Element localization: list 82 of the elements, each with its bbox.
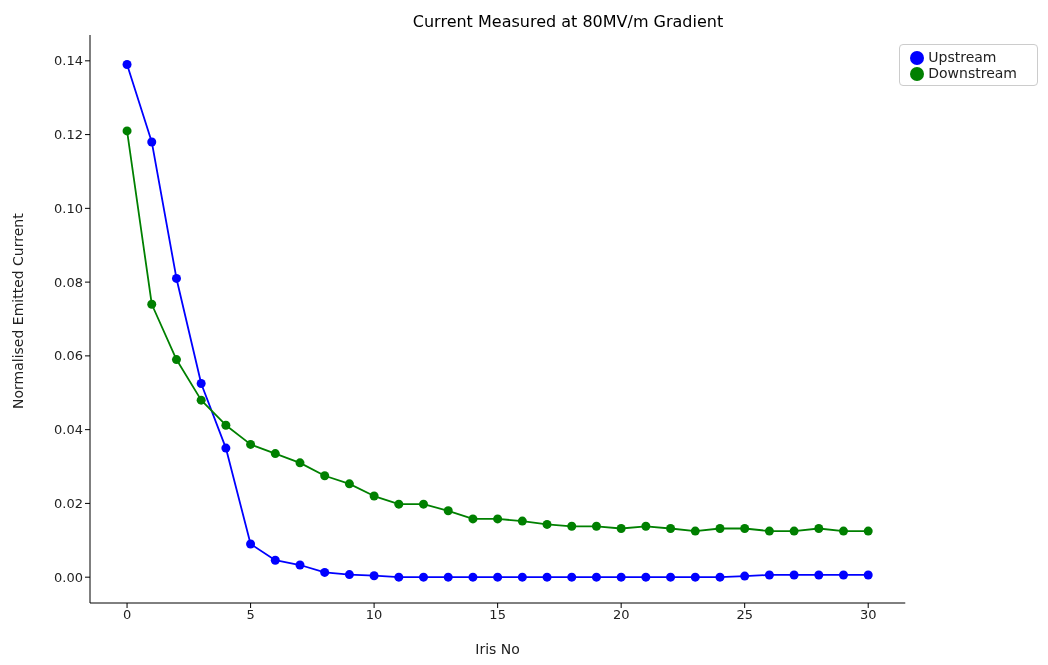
point bbox=[419, 572, 429, 582]
point bbox=[542, 572, 552, 582]
point bbox=[221, 420, 231, 430]
point bbox=[147, 137, 157, 147]
point bbox=[764, 526, 774, 536]
y-tick-label: 0.08 bbox=[54, 274, 83, 290]
point bbox=[419, 499, 429, 509]
legend-label: Upstream bbox=[928, 49, 997, 65]
point bbox=[764, 570, 774, 580]
point bbox=[344, 570, 354, 580]
y-tick-label: 0.12 bbox=[54, 127, 83, 143]
y-tick-label: 0.06 bbox=[54, 348, 83, 364]
point bbox=[641, 572, 651, 582]
point bbox=[591, 521, 601, 531]
point bbox=[839, 526, 848, 536]
point bbox=[246, 539, 256, 549]
point bbox=[789, 526, 799, 536]
point bbox=[443, 572, 453, 582]
legend-label: Downstream bbox=[928, 65, 1017, 81]
x-tick-label: 5 bbox=[246, 607, 255, 623]
point bbox=[814, 524, 824, 533]
point bbox=[394, 572, 404, 582]
point bbox=[443, 506, 453, 516]
point bbox=[863, 526, 873, 536]
point bbox=[715, 524, 725, 533]
y-tick-label: 0.00 bbox=[54, 569, 83, 585]
point bbox=[320, 471, 330, 481]
chart-title: Current Measured at 80MV/m Gradient bbox=[411, 12, 725, 31]
point bbox=[246, 439, 256, 449]
y-tick-label: 0.10 bbox=[54, 200, 83, 216]
x-tick-label: 25 bbox=[736, 607, 753, 623]
point bbox=[171, 355, 181, 365]
point bbox=[666, 572, 676, 582]
point bbox=[344, 479, 354, 489]
point bbox=[295, 458, 305, 468]
point bbox=[369, 491, 379, 501]
point bbox=[542, 519, 552, 529]
point bbox=[740, 524, 750, 533]
point bbox=[468, 572, 478, 582]
point bbox=[567, 572, 577, 582]
point bbox=[221, 443, 231, 453]
point bbox=[369, 571, 379, 581]
point bbox=[122, 60, 132, 70]
x-axis-title: Iris No bbox=[475, 641, 520, 657]
y-axis-title: Normalised Emitted Current bbox=[9, 212, 26, 409]
point bbox=[196, 379, 206, 389]
point bbox=[270, 449, 280, 459]
point bbox=[690, 572, 700, 582]
point bbox=[839, 570, 848, 580]
point bbox=[616, 524, 626, 533]
x-tick-label: 0 bbox=[122, 607, 132, 623]
x-tick-label: 30 bbox=[859, 607, 877, 623]
point bbox=[690, 526, 700, 536]
point bbox=[740, 571, 750, 581]
point bbox=[171, 273, 181, 283]
y-tick-label: 0.14 bbox=[54, 53, 83, 69]
point bbox=[517, 516, 527, 526]
point bbox=[394, 499, 404, 509]
point bbox=[591, 572, 601, 582]
point bbox=[616, 572, 626, 582]
point bbox=[295, 560, 305, 570]
point bbox=[493, 514, 503, 524]
y-tick-label: 0.02 bbox=[54, 496, 83, 512]
point bbox=[493, 572, 503, 582]
y-tick-label: 0.04 bbox=[54, 422, 83, 438]
point bbox=[122, 126, 132, 136]
point bbox=[196, 395, 206, 405]
x-tick-label: 10 bbox=[365, 607, 383, 623]
point bbox=[147, 299, 157, 309]
x-tick-label: 20 bbox=[612, 607, 630, 623]
point bbox=[789, 570, 799, 580]
point bbox=[468, 514, 478, 524]
point bbox=[641, 521, 651, 531]
point bbox=[320, 567, 330, 577]
point bbox=[270, 555, 280, 565]
point bbox=[863, 570, 873, 580]
point bbox=[567, 521, 577, 531]
point bbox=[715, 572, 725, 582]
point bbox=[814, 570, 824, 580]
point bbox=[666, 524, 676, 533]
point bbox=[517, 572, 527, 582]
x-tick-label: 15 bbox=[489, 607, 506, 623]
